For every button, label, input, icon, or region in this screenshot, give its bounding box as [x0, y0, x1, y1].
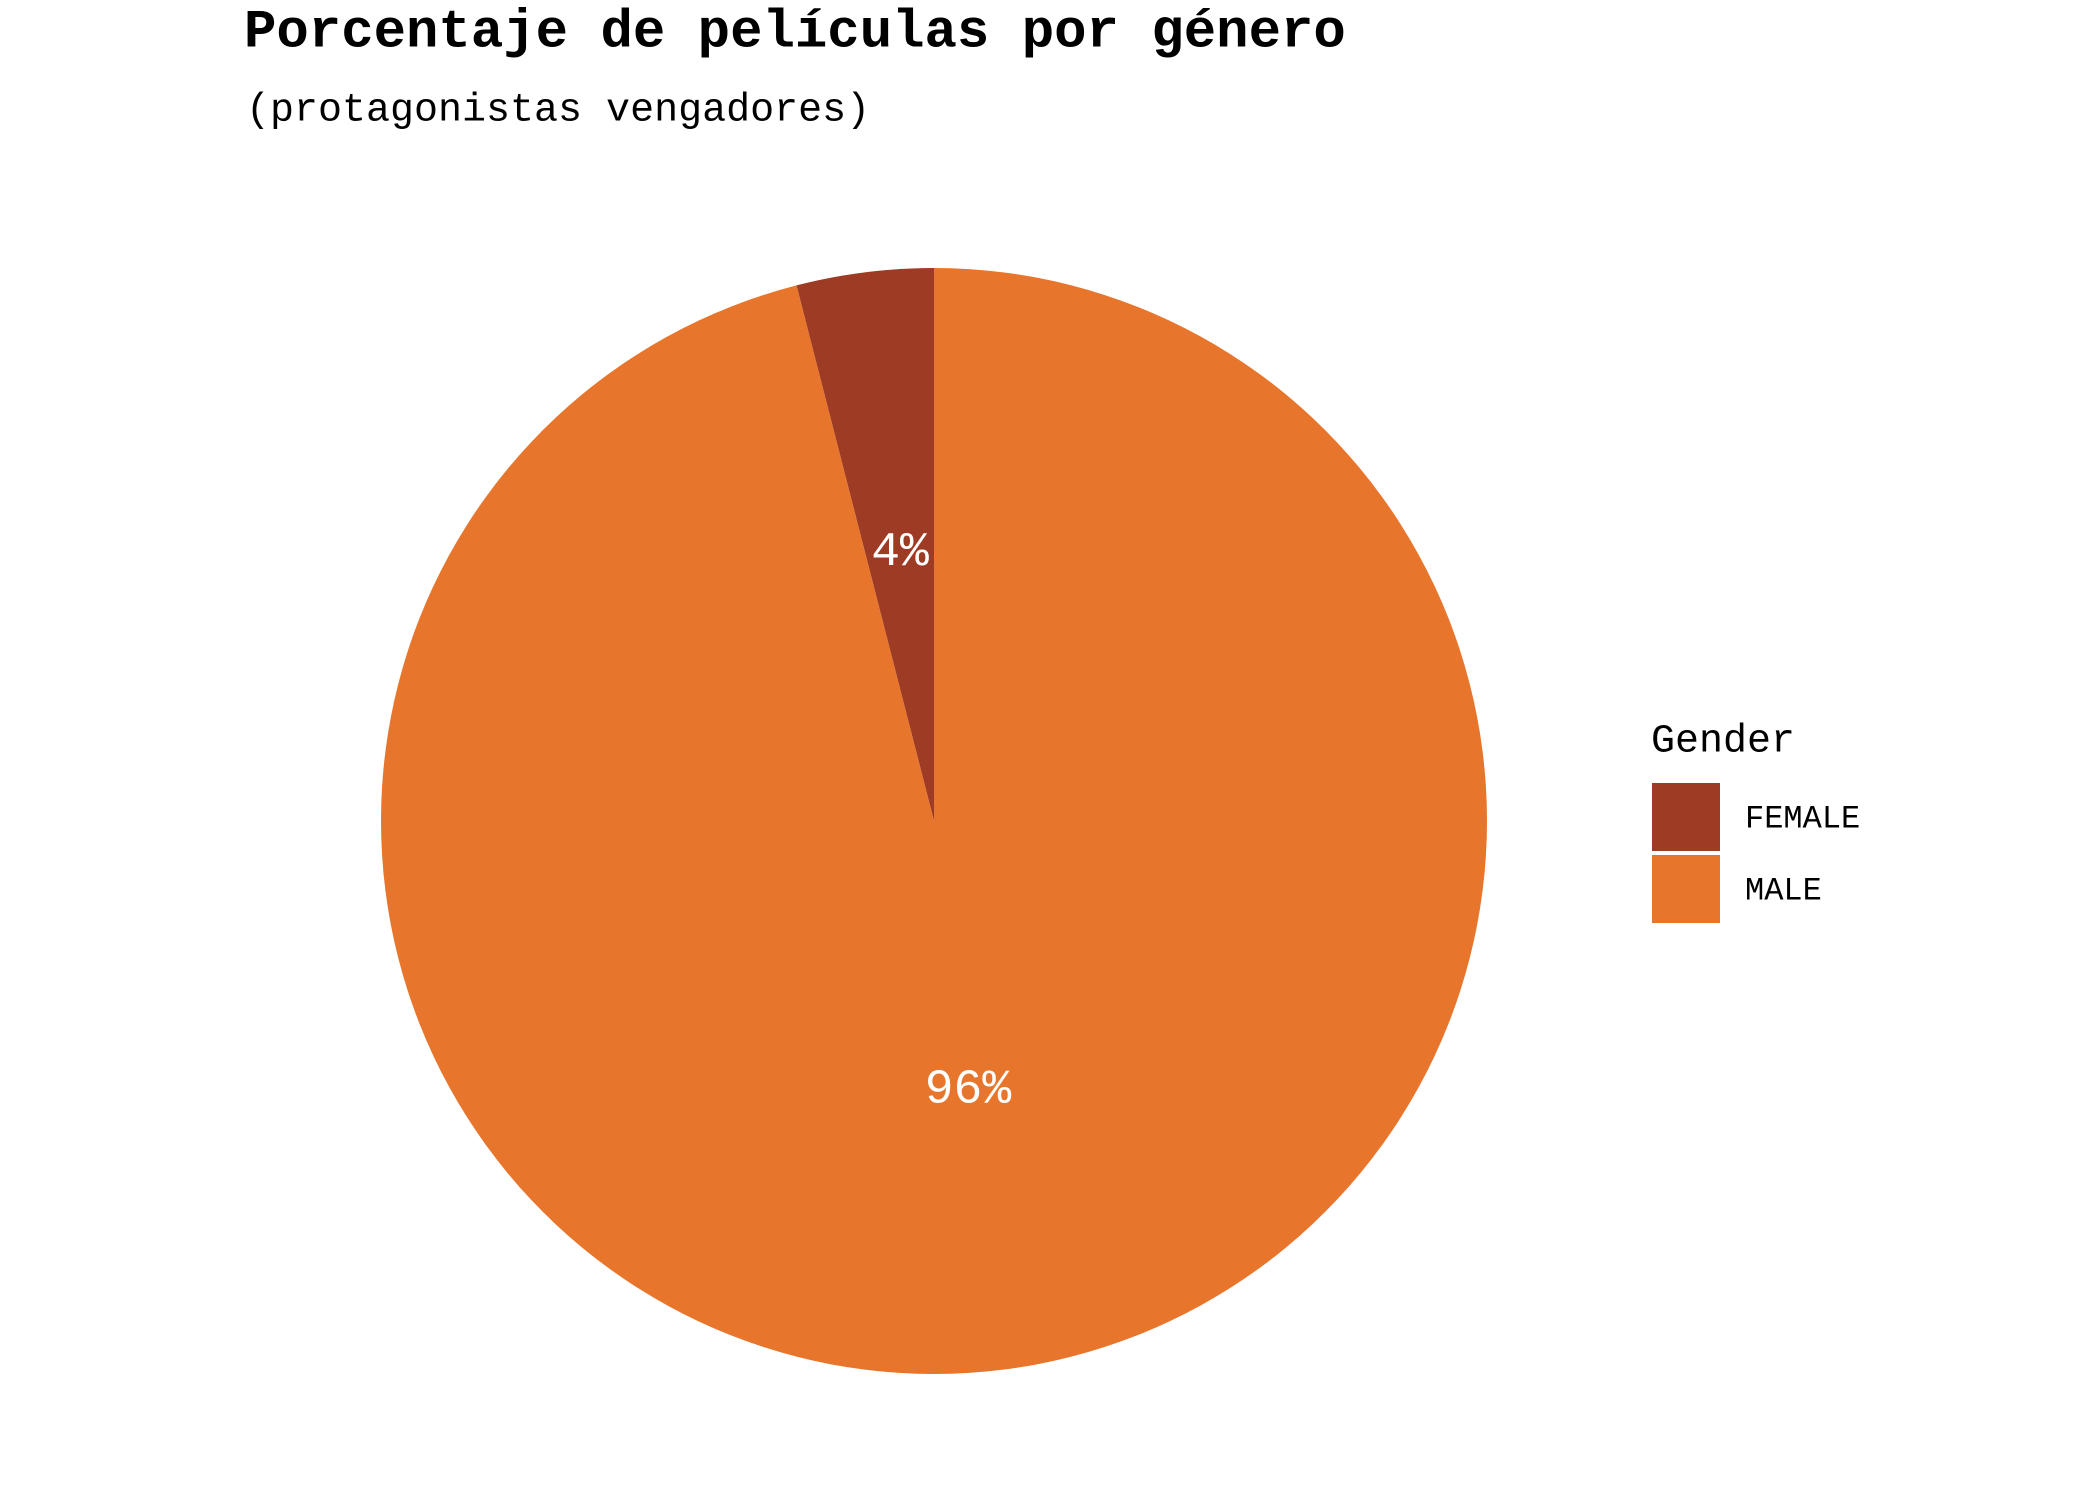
- slice-label: 4%: [871, 526, 929, 580]
- chart-title: Porcentaje de películas por género: [244, 2, 1346, 63]
- legend-swatch: [1652, 855, 1720, 923]
- chart-subtitle: (protagonistas vengadores): [246, 89, 870, 134]
- legend-label: MALE: [1745, 872, 1822, 909]
- slice-label: 96%: [925, 1064, 1012, 1118]
- pie-slice: [380, 268, 1487, 1375]
- legend-title: Gender: [1651, 720, 1795, 765]
- pie: 4% 96%: [380, 268, 1487, 1375]
- legend-label: FEMALE: [1745, 800, 1860, 837]
- pie-slice: [796, 268, 934, 821]
- legend: FEMALE MALE: [1652, 783, 1860, 923]
- legend-swatch: [1652, 783, 1720, 851]
